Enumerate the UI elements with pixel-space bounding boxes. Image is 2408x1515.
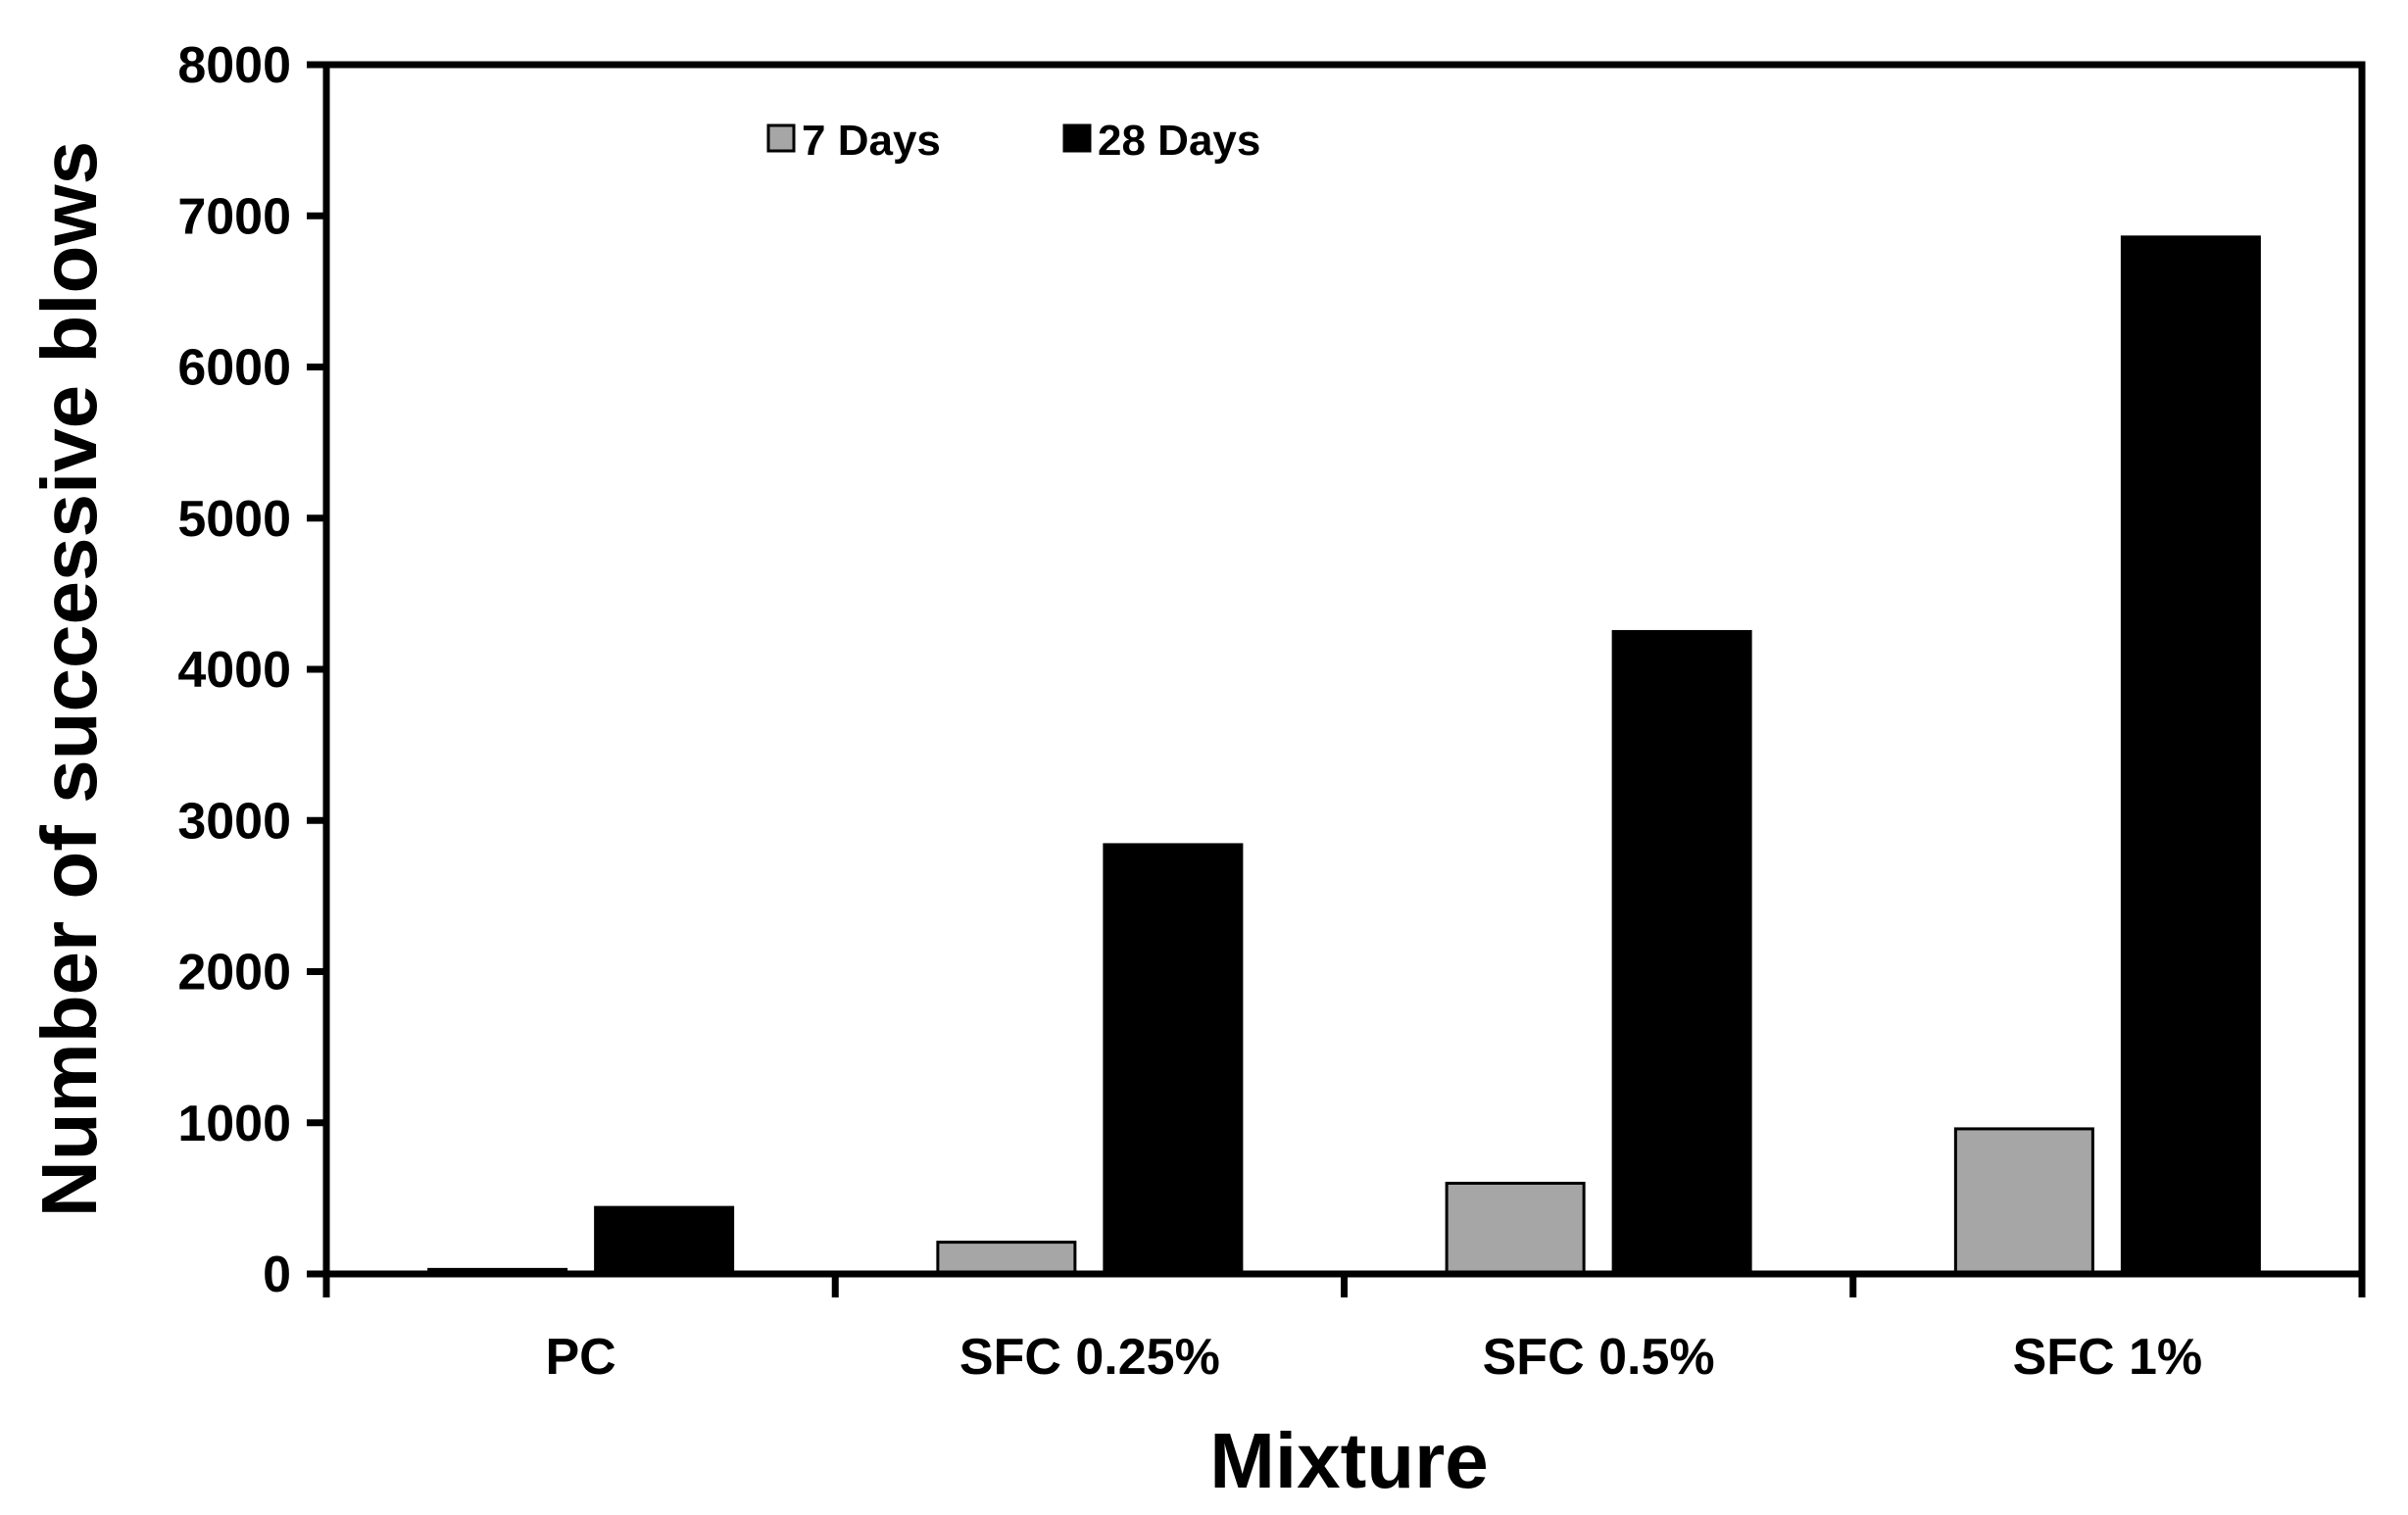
y-tick-label-0: 0	[263, 1246, 291, 1303]
y-tick-label-3000: 3000	[177, 793, 291, 850]
legend-swatch-7-days	[766, 123, 796, 153]
y-tick-label-5000: 5000	[177, 491, 291, 548]
y-tick-label-2000: 2000	[177, 945, 291, 1002]
legend-swatch-28-days	[1062, 123, 1092, 153]
bar-7-days-sfc-0-5-	[1445, 1181, 1586, 1276]
bar-28-days-sfc-0-5-	[1611, 629, 1752, 1276]
y-tick-label-7000: 7000	[177, 188, 291, 245]
labels-layer: 0 1000 2000 3000 4000 5000 6000 7000 8000 PC SFC 0…	[25, 37, 2202, 1504]
y-tick-label-6000: 6000	[177, 340, 291, 397]
x-tick-label-pc: PC	[546, 1329, 616, 1386]
legend-label-7-days: 7 Days	[802, 117, 941, 165]
bar-28-days-sfc-0-25-	[1103, 843, 1244, 1276]
x-tick-label-sfc-0-5-: SFC 0.5%	[1483, 1329, 1715, 1386]
bar-7-days-sfc-0-25-	[936, 1241, 1077, 1276]
y-tick-label-8000: 8000	[177, 37, 291, 94]
bar-28-days-sfc-1-	[2120, 235, 2261, 1276]
legend-label-28-days: 28 Days	[1098, 117, 1260, 165]
x-axis-title: Mixture	[1209, 1417, 1489, 1504]
x-tick-label-sfc-0-25-: SFC 0.25%	[959, 1329, 1220, 1386]
legend: 7 Days 28 Days	[766, 117, 1260, 165]
bar-7-days-sfc-1-	[1953, 1127, 2094, 1276]
axes-layer	[307, 61, 2366, 1297]
x-tick-label-sfc-1-: SFC 1%	[2013, 1329, 2203, 1386]
bar-28-days-pc	[594, 1205, 735, 1276]
plot-frame	[322, 61, 2366, 1278]
y-axis-title: Number of successive blows	[25, 141, 113, 1217]
y-tick-label-4000: 4000	[177, 642, 291, 699]
bars-layer	[427, 235, 2261, 1276]
y-tick-label-1000: 1000	[177, 1096, 291, 1152]
